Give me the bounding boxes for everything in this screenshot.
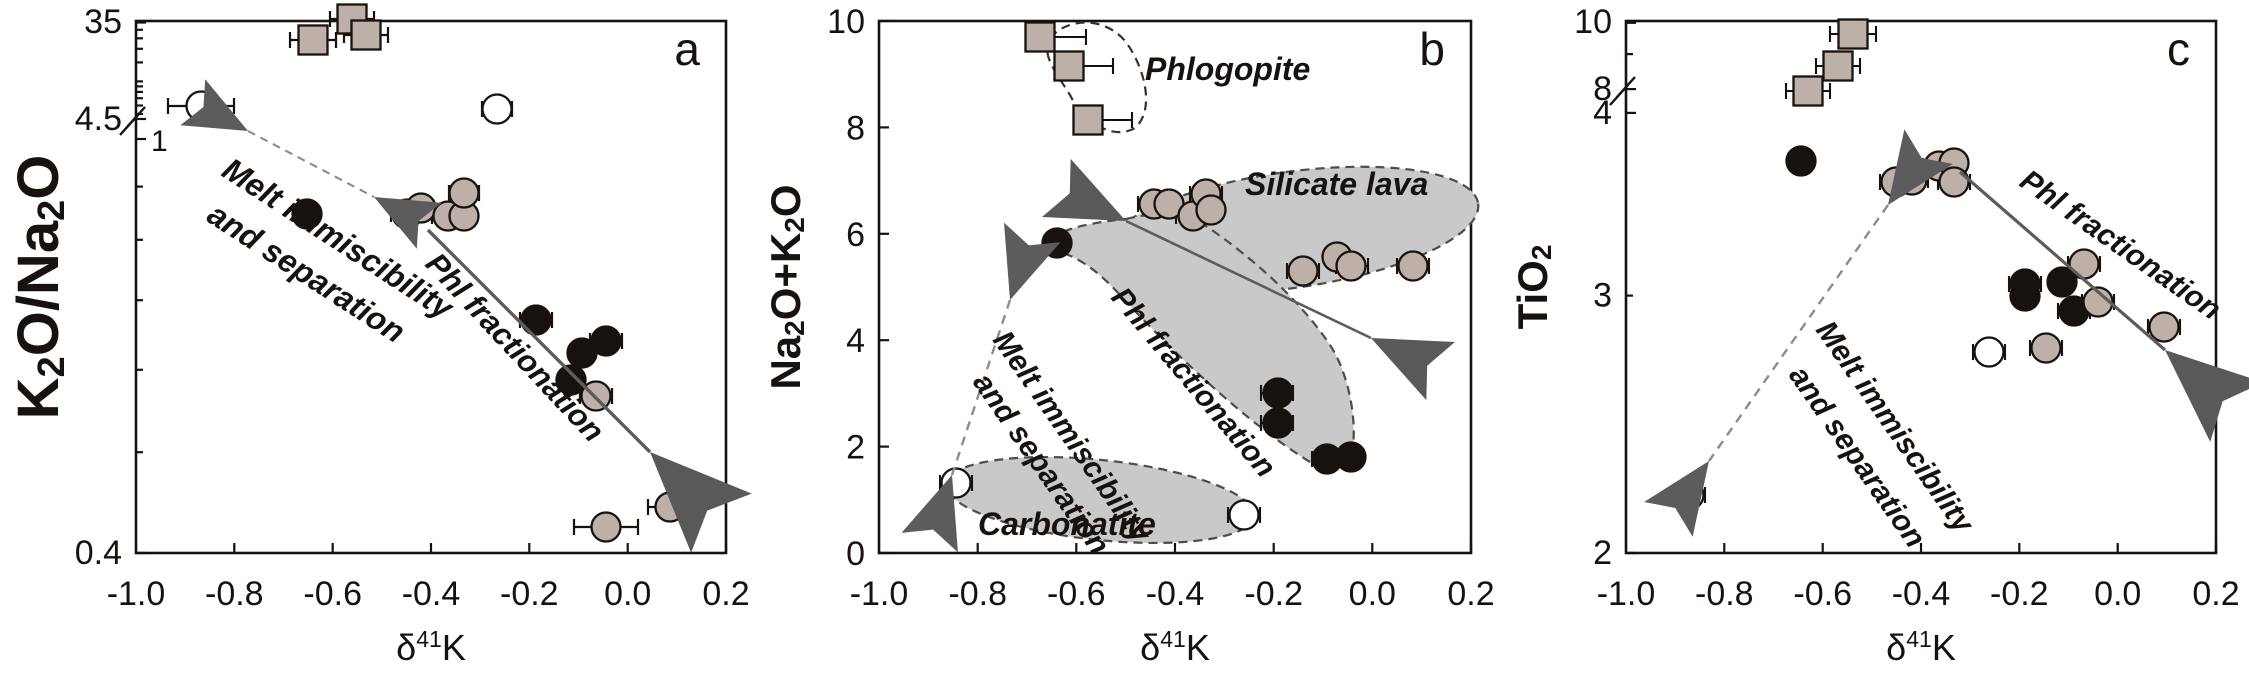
svg-text:4.5: 4.5	[75, 100, 122, 138]
svg-text:Silicate lava: Silicate lava	[1245, 166, 1428, 202]
svg-text:0.0: 0.0	[1349, 575, 1396, 613]
svg-text:-1.0: -1.0	[850, 575, 909, 613]
svg-text:0.0: 0.0	[604, 575, 651, 613]
svg-text:-0.6: -0.6	[303, 575, 362, 613]
svg-text:1: 1	[151, 125, 168, 158]
svg-text:-1.0: -1.0	[107, 575, 166, 613]
svg-text:b: b	[1419, 23, 1445, 75]
svg-text:-0.8: -0.8	[948, 575, 1007, 613]
svg-text:0: 0	[846, 535, 865, 573]
svg-text:0.0: 0.0	[2094, 575, 2141, 613]
svg-text:-0.4: -0.4	[1892, 575, 1951, 613]
svg-text:4: 4	[846, 322, 865, 360]
svg-text:-0.6: -0.6	[1793, 575, 1852, 613]
svg-text:2: 2	[846, 429, 865, 467]
svg-text:10: 10	[1574, 3, 1612, 41]
svg-text:-0.4: -0.4	[1146, 575, 1205, 613]
svg-text:a: a	[674, 23, 700, 75]
svg-text:-0.4: -0.4	[402, 575, 461, 613]
svg-text:Carbonatite: Carbonatite	[978, 506, 1156, 542]
svg-text:6: 6	[846, 216, 865, 254]
svg-text:-0.2: -0.2	[1244, 575, 1303, 613]
svg-text:0.4: 0.4	[75, 534, 122, 572]
svg-text:4: 4	[1593, 94, 1612, 132]
svg-text:0.2: 0.2	[702, 575, 749, 613]
svg-text:Na2O+K2O: Na2O+K2O	[762, 184, 810, 389]
svg-text:2: 2	[1593, 534, 1612, 572]
svg-text:35: 35	[84, 3, 122, 41]
svg-text:-1.0: -1.0	[1597, 575, 1656, 613]
svg-text:-0.6: -0.6	[1047, 575, 1106, 613]
svg-text:-0.8: -0.8	[1695, 575, 1754, 613]
svg-text:8: 8	[846, 109, 865, 147]
svg-text:-0.2: -0.2	[1990, 575, 2049, 613]
svg-text:K2O/Na2O: K2O/Na2O	[6, 155, 73, 420]
svg-text:10: 10	[827, 3, 865, 41]
svg-text:Phlogopite: Phlogopite	[1145, 51, 1310, 87]
svg-text:c: c	[2167, 23, 2190, 75]
svg-text:-0.8: -0.8	[205, 575, 264, 613]
svg-text:0.2: 0.2	[2192, 575, 2239, 613]
svg-text:0.2: 0.2	[1447, 575, 1494, 613]
svg-text:3: 3	[1593, 277, 1612, 315]
svg-text:-0.2: -0.2	[500, 575, 559, 613]
